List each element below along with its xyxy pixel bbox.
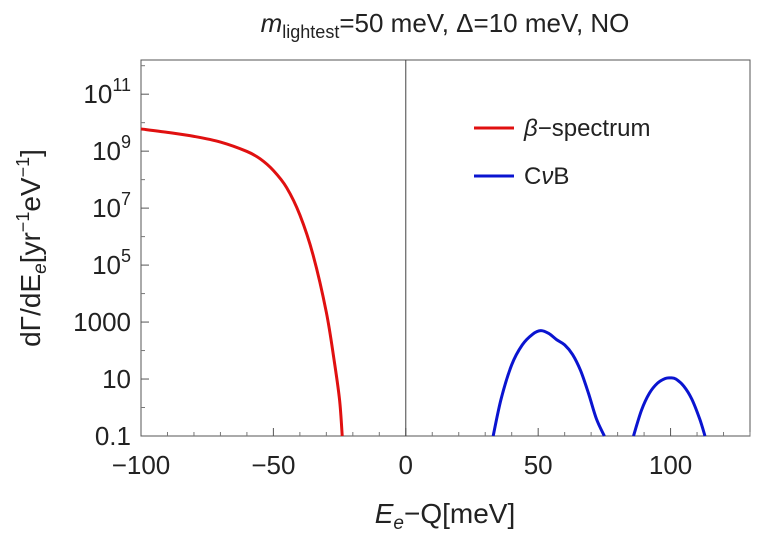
ylabel-sup2: −1 <box>13 157 33 178</box>
xlabel-variable: E <box>375 498 394 529</box>
x-axis: −100 −50 0 50 100 <box>112 428 751 480</box>
y-tick-label: 0.1 <box>95 421 131 451</box>
y-tick-exponent: 11 <box>112 75 131 95</box>
xlabel-subscript: e <box>393 513 404 533</box>
y-tick-label: 1000 <box>73 307 131 337</box>
legend-label-beta: β−spectrum <box>523 115 650 142</box>
y-axis-label: dΓ/dEe[yr−1eV−1] <box>13 149 51 347</box>
title-subscript: lightest <box>282 22 339 42</box>
legend-cnub-nu: ν <box>541 163 553 190</box>
y-tick-label: 10 <box>102 364 131 394</box>
plot-frame <box>140 59 751 437</box>
x-axis-label: Ee−Q[meV] <box>375 498 516 533</box>
y-tick-base: 10 <box>92 193 121 223</box>
y-tick-label: 105 <box>92 246 131 280</box>
y-tick-label: 1011 <box>83 75 131 109</box>
y-tick-base: 10 <box>83 79 112 109</box>
cnub-line-2 <box>632 376 707 437</box>
y-tick-label: 109 <box>92 132 131 166</box>
x-tick-label: 100 <box>649 450 692 480</box>
y-tick-label: 107 <box>92 189 131 223</box>
xlabel-rest: −Q[meV] <box>404 498 515 529</box>
x-tick-label: −100 <box>112 450 171 480</box>
title-variable: m <box>261 8 283 38</box>
x-tick-label: 0 <box>399 450 413 480</box>
legend-cnub-b: B <box>553 163 569 190</box>
ylabel-part2: [yr <box>15 232 46 263</box>
y-tick-base: 10 <box>92 250 121 280</box>
cnub-line-1 <box>491 329 606 437</box>
title-rest: =50 meV, Δ=10 meV, NO <box>339 8 629 38</box>
series-group <box>140 127 707 437</box>
legend-cnub-c: C <box>524 163 541 190</box>
y-tick-base: 10 <box>92 136 121 166</box>
legend-beta-text: −spectrum <box>538 115 651 142</box>
ylabel-part4: ] <box>15 149 46 157</box>
y-tick-exponent: 9 <box>121 132 131 152</box>
y-tick-exponent: 5 <box>121 246 131 266</box>
beta-spectrum-line <box>140 127 344 437</box>
x-tick-label: 50 <box>524 450 553 480</box>
x-tick-label: −50 <box>251 450 295 480</box>
legend: β−spectrum CνB <box>474 115 650 190</box>
ylabel-sup1: −1 <box>13 212 33 233</box>
y-tick-exponent: 7 <box>121 189 131 209</box>
ylabel-sub1: e <box>30 263 51 274</box>
chart-title: mlightest=50 meV, Δ=10 meV, NO <box>261 8 630 42</box>
ylabel-part1: dΓ/dE <box>15 274 46 347</box>
ylabel-part3: eV <box>15 177 46 212</box>
legend-label-cnub: CνB <box>524 163 569 190</box>
legend-beta-symbol: β <box>523 115 538 142</box>
